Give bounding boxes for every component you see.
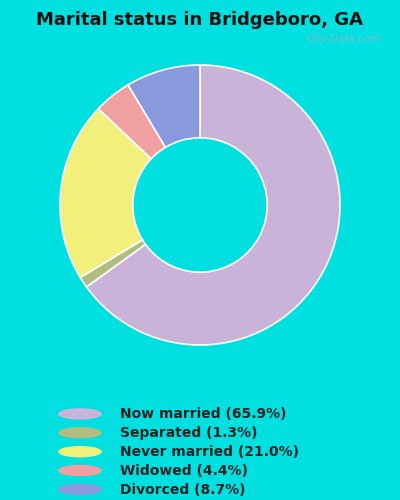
Circle shape <box>58 446 102 458</box>
Wedge shape <box>60 108 151 278</box>
Wedge shape <box>128 65 200 148</box>
Text: Now married (65.9%): Now married (65.9%) <box>120 407 286 421</box>
Text: Widowed (4.4%): Widowed (4.4%) <box>120 464 248 477</box>
Wedge shape <box>80 240 146 287</box>
Circle shape <box>58 408 102 420</box>
Circle shape <box>58 484 102 496</box>
Circle shape <box>58 427 102 438</box>
Text: Marital status in Bridgeboro, GA: Marital status in Bridgeboro, GA <box>36 11 364 29</box>
Wedge shape <box>98 85 166 159</box>
Text: Never married (21.0%): Never married (21.0%) <box>120 444 299 458</box>
Text: Divorced (8.7%): Divorced (8.7%) <box>120 482 246 496</box>
Text: City-Data.com: City-Data.com <box>306 34 380 44</box>
Circle shape <box>58 465 102 476</box>
Text: Separated (1.3%): Separated (1.3%) <box>120 426 258 440</box>
Wedge shape <box>86 65 340 345</box>
